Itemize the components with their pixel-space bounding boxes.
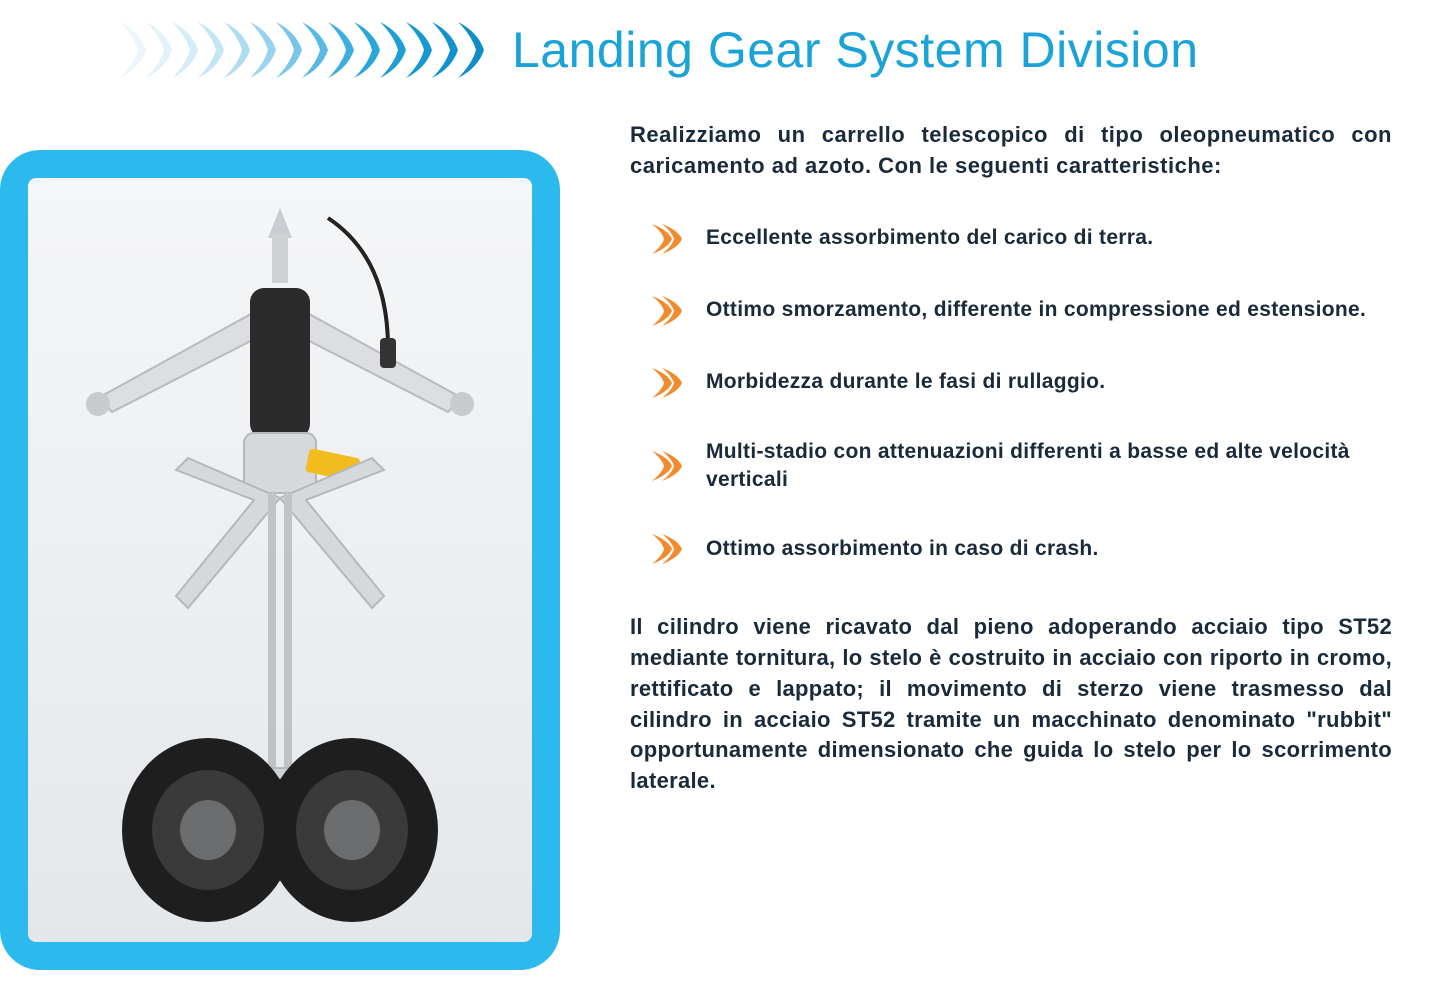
chevron-icon xyxy=(432,22,458,78)
intro-paragraph: Realizziamo un carrello telescopico di t… xyxy=(630,120,1392,182)
content: Realizziamo un carrello telescopico di t… xyxy=(0,90,1432,970)
feature-item: Multi-stadio con attenuazioni differenti… xyxy=(650,438,1392,495)
chevron-icon xyxy=(172,22,198,78)
chevron-icon xyxy=(146,22,172,78)
chevron-icon xyxy=(250,22,276,78)
product-image-card xyxy=(0,150,560,970)
feature-text: Eccellente assorbimento del carico di te… xyxy=(706,224,1153,252)
chevron-icon xyxy=(328,22,354,78)
feature-item: Morbidezza durante le fasi di rullaggio. xyxy=(650,366,1392,400)
bullet-icon xyxy=(650,222,684,256)
feature-list: Eccellente assorbimento del carico di te… xyxy=(630,222,1392,567)
header: Landing Gear System Division xyxy=(0,0,1432,90)
chevron-icon xyxy=(198,22,224,78)
chevron-icon xyxy=(354,22,380,78)
chevron-icon xyxy=(458,22,484,78)
closing-paragraph: Il cilindro viene ricavato dal pieno ado… xyxy=(630,612,1392,797)
chevron-strip xyxy=(120,22,484,78)
chevron-icon xyxy=(224,22,250,78)
product-image xyxy=(28,178,532,942)
chevron-icon xyxy=(380,22,406,78)
chevron-icon xyxy=(406,22,432,78)
bullet-icon xyxy=(650,294,684,328)
page-title: Landing Gear System Division xyxy=(512,21,1199,79)
bullet-icon xyxy=(650,449,684,483)
chevron-icon xyxy=(276,22,302,78)
bullet-icon xyxy=(650,366,684,400)
feature-item: Eccellente assorbimento del carico di te… xyxy=(650,222,1392,256)
feature-item: Ottimo smorzamento, differente in compre… xyxy=(650,294,1392,328)
chevron-icon xyxy=(302,22,328,78)
feature-text: Ottimo assorbimento in caso di crash. xyxy=(706,535,1099,563)
feature-text: Morbidezza durante le fasi di rullaggio. xyxy=(706,368,1105,396)
feature-item: Ottimo assorbimento in caso di crash. xyxy=(650,532,1392,566)
feature-text: Ottimo smorzamento, differente in compre… xyxy=(706,296,1366,324)
text-column: Realizziamo un carrello telescopico di t… xyxy=(560,120,1392,970)
landing-gear-illustration xyxy=(28,178,532,942)
chevron-icon xyxy=(120,22,146,78)
feature-text: Multi-stadio con attenuazioni differenti… xyxy=(706,438,1392,495)
bullet-icon xyxy=(650,532,684,566)
